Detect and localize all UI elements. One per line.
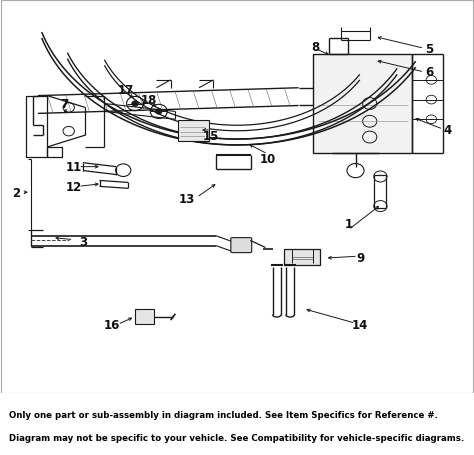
Text: 15: 15 (203, 129, 219, 142)
Text: 7: 7 (60, 98, 68, 111)
Text: Only one part or sub-assembly in diagram included. See Item Specifics for Refere: Only one part or sub-assembly in diagram… (9, 410, 438, 419)
Text: 1: 1 (344, 218, 353, 231)
Text: 12: 12 (65, 181, 82, 193)
Text: 16: 16 (103, 318, 119, 331)
FancyBboxPatch shape (313, 55, 412, 153)
Text: 14: 14 (352, 318, 368, 331)
Text: 3: 3 (79, 236, 87, 248)
FancyBboxPatch shape (178, 121, 209, 142)
Text: 8: 8 (311, 41, 319, 54)
Text: 6: 6 (425, 66, 433, 79)
Text: 17: 17 (118, 84, 134, 97)
Text: 5: 5 (425, 43, 433, 56)
Circle shape (155, 109, 162, 115)
Text: 9: 9 (356, 251, 365, 264)
Text: 10: 10 (260, 153, 276, 166)
Text: 13: 13 (179, 192, 195, 205)
Text: 4: 4 (444, 123, 452, 136)
FancyBboxPatch shape (284, 249, 320, 266)
Text: 18: 18 (141, 94, 157, 107)
Text: 11: 11 (65, 161, 82, 174)
Circle shape (132, 101, 138, 107)
FancyBboxPatch shape (135, 310, 154, 325)
FancyBboxPatch shape (231, 238, 252, 253)
Text: 2: 2 (12, 187, 21, 199)
Text: Diagram may not be specific to your vehicle. See Compatibility for vehicle-speci: Diagram may not be specific to your vehi… (9, 433, 464, 442)
